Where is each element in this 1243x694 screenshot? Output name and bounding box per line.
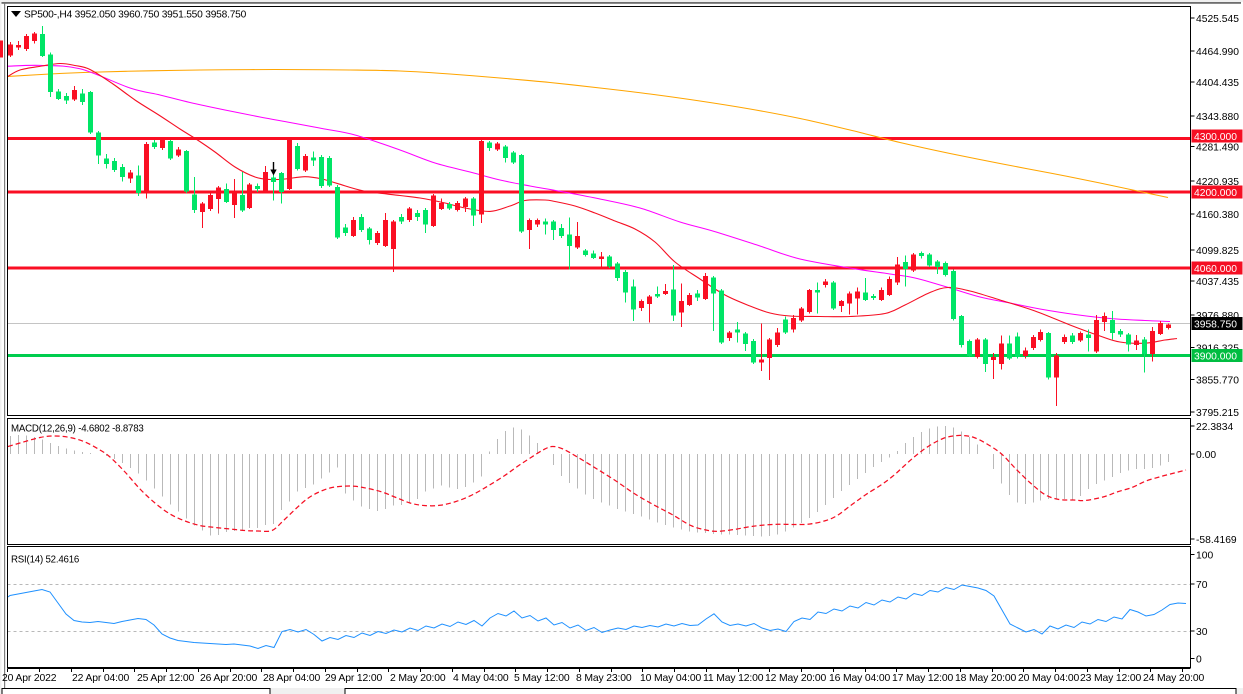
- svg-text:3795.215: 3795.215: [1196, 408, 1239, 419]
- svg-text:11 May 12:00: 11 May 12:00: [703, 673, 764, 684]
- svg-text:20 Apr 2022: 20 Apr 2022: [2, 673, 57, 684]
- svg-text:3855.770: 3855.770: [1196, 376, 1239, 387]
- svg-text:10 May 04:00: 10 May 04:00: [640, 673, 702, 684]
- svg-text:16 May 04:00: 16 May 04:00: [829, 673, 891, 684]
- svg-text:28 Apr 04:00: 28 Apr 04:00: [263, 673, 321, 684]
- svg-text:0: 0: [1196, 655, 1202, 666]
- svg-text:-58.4169: -58.4169: [1196, 535, 1237, 546]
- svg-text:25 Apr 12:00: 25 Apr 12:00: [137, 673, 195, 684]
- svg-text:4343.880: 4343.880: [1196, 112, 1239, 123]
- svg-text:22 Apr 04:00: 22 Apr 04:00: [72, 673, 130, 684]
- svg-text:SP500-,H4 3952.050 3960.750 3: SP500-,H4 3952.050 3960.750 3951.550 395…: [24, 10, 247, 21]
- svg-text:3958.750: 3958.750: [1194, 320, 1237, 331]
- svg-text:0.00: 0.00: [1196, 450, 1216, 461]
- svg-text:26 Apr 20:00: 26 Apr 20:00: [200, 673, 258, 684]
- svg-text:5 May 12:00: 5 May 12:00: [514, 673, 570, 684]
- svg-text:4099.825: 4099.825: [1196, 246, 1239, 257]
- svg-text:22.3834: 22.3834: [1196, 422, 1233, 433]
- svg-text:4220.935: 4220.935: [1196, 177, 1239, 188]
- svg-text:4060.000: 4060.000: [1194, 264, 1237, 275]
- svg-text:100: 100: [1196, 551, 1213, 562]
- svg-text:12 May 20:00: 12 May 20:00: [765, 673, 827, 684]
- svg-text:24 May 20:00: 24 May 20:00: [1143, 673, 1205, 684]
- svg-text:4464.990: 4464.990: [1196, 47, 1239, 58]
- svg-text:70: 70: [1196, 580, 1208, 591]
- svg-text:4200.000: 4200.000: [1194, 188, 1237, 199]
- svg-text:4037.435: 4037.435: [1196, 277, 1239, 288]
- svg-text:4404.435: 4404.435: [1196, 78, 1239, 89]
- svg-text:4 May 04:00: 4 May 04:00: [453, 673, 509, 684]
- svg-text:18 May 20:00: 18 May 20:00: [955, 673, 1017, 684]
- svg-text:30: 30: [1196, 627, 1208, 638]
- svg-text:29 Apr 12:00: 29 Apr 12:00: [325, 673, 383, 684]
- svg-text:23 May 12:00: 23 May 12:00: [1080, 673, 1142, 684]
- svg-text:20 May 04:00: 20 May 04:00: [1018, 673, 1080, 684]
- svg-text:2 May 20:00: 2 May 20:00: [390, 673, 446, 684]
- svg-text:3900.000: 3900.000: [1194, 352, 1237, 363]
- svg-text:3976.880: 3976.880: [1196, 311, 1239, 322]
- svg-text:MACD(12,26,9) -4.6802 -8.8783: MACD(12,26,9) -4.6802 -8.8783: [11, 424, 144, 435]
- svg-text:4525.545: 4525.545: [1196, 14, 1239, 25]
- svg-text:8 May 23:00: 8 May 23:00: [576, 673, 632, 684]
- svg-text:4300.000: 4300.000: [1194, 132, 1237, 143]
- svg-text:4160.380: 4160.380: [1196, 210, 1239, 221]
- svg-text:4281.490: 4281.490: [1196, 143, 1239, 154]
- svg-text:RSI(14) 52.4616: RSI(14) 52.4616: [11, 555, 79, 566]
- svg-text:17 May 12:00: 17 May 12:00: [892, 673, 954, 684]
